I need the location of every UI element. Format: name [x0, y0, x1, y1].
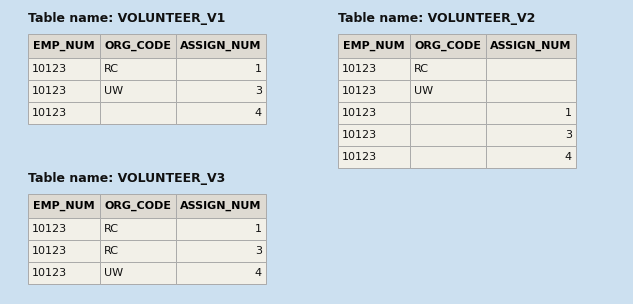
Bar — [410, 146, 486, 168]
Text: 10123: 10123 — [342, 86, 377, 96]
Bar — [486, 34, 576, 58]
Bar — [100, 194, 176, 218]
Text: 1: 1 — [255, 224, 262, 234]
Text: 1: 1 — [255, 64, 262, 74]
Bar — [338, 58, 410, 80]
Bar — [410, 102, 486, 124]
Text: UW: UW — [414, 86, 433, 96]
Text: 4: 4 — [565, 152, 572, 162]
Text: RC: RC — [104, 224, 119, 234]
Bar — [100, 34, 176, 58]
Bar — [410, 58, 486, 80]
Text: 3: 3 — [255, 246, 262, 256]
Bar — [176, 34, 266, 58]
Bar — [176, 102, 266, 124]
Text: EMP_NUM: EMP_NUM — [33, 201, 95, 211]
Text: Table name: VOLUNTEER_V3: Table name: VOLUNTEER_V3 — [28, 172, 225, 185]
Bar — [176, 58, 266, 80]
Bar — [28, 80, 100, 102]
Bar — [176, 262, 266, 284]
Bar — [176, 218, 266, 240]
Text: ASSIGN_NUM: ASSIGN_NUM — [180, 41, 261, 51]
Bar — [176, 240, 266, 262]
Bar — [100, 218, 176, 240]
Bar — [28, 194, 100, 218]
Text: 10123: 10123 — [32, 268, 67, 278]
Text: UW: UW — [104, 268, 123, 278]
Bar — [486, 80, 576, 102]
Text: UW: UW — [104, 86, 123, 96]
Text: RC: RC — [104, 64, 119, 74]
Text: 3: 3 — [255, 86, 262, 96]
Bar — [28, 262, 100, 284]
Text: Table name: VOLUNTEER_V1: Table name: VOLUNTEER_V1 — [28, 12, 225, 25]
Text: RC: RC — [414, 64, 429, 74]
Text: 10123: 10123 — [32, 64, 67, 74]
Text: 10123: 10123 — [32, 246, 67, 256]
Bar — [100, 240, 176, 262]
Bar — [100, 58, 176, 80]
Text: EMP_NUM: EMP_NUM — [33, 41, 95, 51]
Bar — [100, 102, 176, 124]
Bar — [176, 80, 266, 102]
Text: 10123: 10123 — [342, 108, 377, 118]
Bar — [338, 34, 410, 58]
Text: 10123: 10123 — [32, 86, 67, 96]
Bar — [338, 102, 410, 124]
Bar — [338, 80, 410, 102]
Bar — [410, 124, 486, 146]
Text: ASSIGN_NUM: ASSIGN_NUM — [491, 41, 572, 51]
Text: ORG_CODE: ORG_CODE — [104, 41, 172, 51]
Bar — [28, 34, 100, 58]
Text: ORG_CODE: ORG_CODE — [415, 41, 482, 51]
Text: 10123: 10123 — [342, 64, 377, 74]
Bar — [338, 124, 410, 146]
Bar — [28, 102, 100, 124]
Text: 4: 4 — [255, 268, 262, 278]
Text: ASSIGN_NUM: ASSIGN_NUM — [180, 201, 261, 211]
Bar — [28, 58, 100, 80]
Text: ORG_CODE: ORG_CODE — [104, 201, 172, 211]
Text: Table name: VOLUNTEER_V2: Table name: VOLUNTEER_V2 — [338, 12, 536, 25]
Bar — [486, 58, 576, 80]
Bar — [410, 80, 486, 102]
Bar — [28, 240, 100, 262]
Bar — [100, 262, 176, 284]
Text: 3: 3 — [565, 130, 572, 140]
Bar — [100, 80, 176, 102]
Text: 10123: 10123 — [32, 224, 67, 234]
Bar — [486, 124, 576, 146]
Text: EMP_NUM: EMP_NUM — [343, 41, 405, 51]
Bar — [486, 146, 576, 168]
Text: RC: RC — [104, 246, 119, 256]
Text: 10123: 10123 — [32, 108, 67, 118]
Bar — [338, 146, 410, 168]
Text: 1: 1 — [565, 108, 572, 118]
Bar — [28, 218, 100, 240]
Text: 4: 4 — [255, 108, 262, 118]
Text: 10123: 10123 — [342, 130, 377, 140]
Bar — [410, 34, 486, 58]
Bar — [176, 194, 266, 218]
Bar — [486, 102, 576, 124]
Text: 10123: 10123 — [342, 152, 377, 162]
